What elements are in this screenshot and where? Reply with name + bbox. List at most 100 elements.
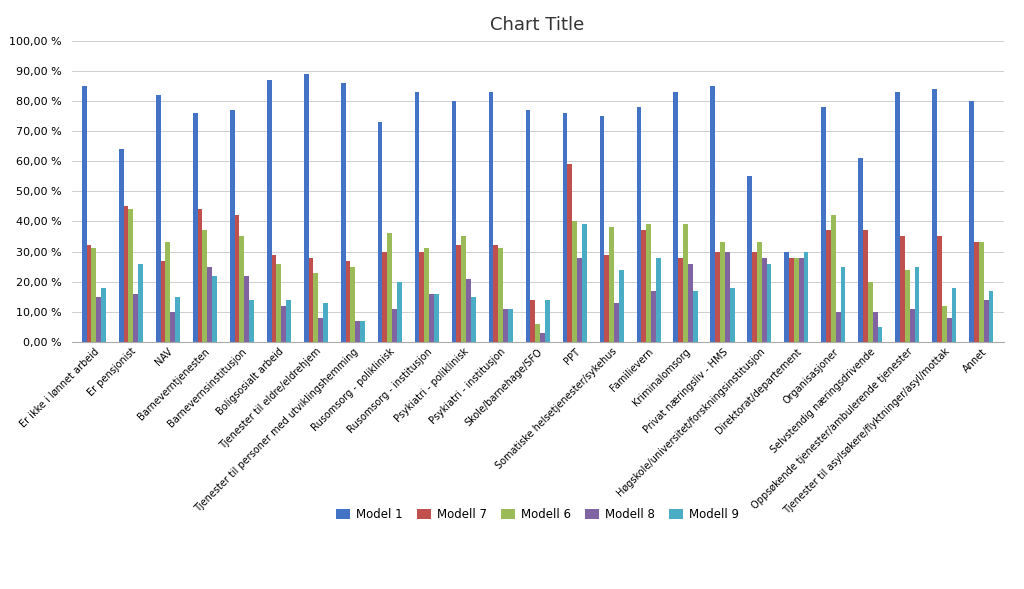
Bar xyxy=(503,309,508,342)
Bar xyxy=(614,303,618,342)
Bar xyxy=(831,216,836,342)
Bar xyxy=(266,80,271,342)
Bar xyxy=(198,210,203,342)
Bar xyxy=(826,230,831,342)
Bar xyxy=(784,252,790,342)
Bar xyxy=(562,113,567,342)
Bar xyxy=(582,224,587,342)
Bar xyxy=(203,230,207,342)
Bar xyxy=(841,266,846,342)
Bar xyxy=(156,95,161,342)
Bar xyxy=(932,90,937,342)
Bar xyxy=(909,309,914,342)
Bar xyxy=(730,287,734,342)
Bar xyxy=(133,293,138,342)
Bar xyxy=(604,254,609,342)
Bar xyxy=(988,290,993,342)
Bar xyxy=(540,333,545,342)
Bar xyxy=(207,266,212,342)
Bar xyxy=(323,303,328,342)
Bar xyxy=(304,74,308,342)
Bar xyxy=(984,300,988,342)
Bar xyxy=(821,107,826,342)
Bar xyxy=(753,252,757,342)
Bar xyxy=(577,257,582,342)
Bar xyxy=(392,309,397,342)
Bar xyxy=(748,177,753,342)
Bar xyxy=(91,249,96,342)
Bar xyxy=(599,117,604,342)
Bar xyxy=(651,290,655,342)
Bar xyxy=(82,86,87,342)
Bar xyxy=(970,101,974,342)
Bar xyxy=(536,323,540,342)
Bar xyxy=(466,279,471,342)
Bar xyxy=(508,309,513,342)
Bar xyxy=(790,257,794,342)
Bar xyxy=(878,326,883,342)
Bar xyxy=(424,249,429,342)
Bar xyxy=(799,257,804,342)
Bar xyxy=(397,282,401,342)
Bar xyxy=(757,243,762,342)
Bar xyxy=(313,273,318,342)
Bar xyxy=(119,150,124,342)
Bar xyxy=(229,110,234,342)
Bar xyxy=(271,254,276,342)
Bar xyxy=(193,113,198,342)
Bar xyxy=(711,86,716,342)
Bar xyxy=(452,101,457,342)
Bar xyxy=(900,236,905,342)
Bar xyxy=(249,300,254,342)
Bar xyxy=(683,224,688,342)
Bar xyxy=(383,252,387,342)
Bar xyxy=(530,300,536,342)
Bar xyxy=(87,246,91,342)
Bar xyxy=(863,230,868,342)
Bar xyxy=(979,243,984,342)
Bar xyxy=(415,92,420,342)
Bar xyxy=(308,257,313,342)
Bar xyxy=(101,287,105,342)
Bar xyxy=(895,92,900,342)
Bar xyxy=(276,263,282,342)
Bar xyxy=(688,263,692,342)
Bar xyxy=(128,210,133,342)
Bar xyxy=(692,290,697,342)
Bar xyxy=(914,266,920,342)
Bar xyxy=(355,320,359,342)
Bar xyxy=(499,249,503,342)
Bar xyxy=(762,257,767,342)
Bar xyxy=(282,306,286,342)
Bar xyxy=(794,257,799,342)
Bar xyxy=(244,276,249,342)
Bar xyxy=(378,123,383,342)
Bar xyxy=(716,252,720,342)
Bar xyxy=(942,306,947,342)
Bar xyxy=(836,312,841,342)
Bar xyxy=(872,312,878,342)
Bar xyxy=(429,293,434,342)
Bar xyxy=(170,312,175,342)
Bar xyxy=(494,246,499,342)
Bar xyxy=(434,293,438,342)
Bar xyxy=(905,270,909,342)
Bar xyxy=(655,257,660,342)
Bar xyxy=(572,221,577,342)
Bar xyxy=(234,216,240,342)
Bar xyxy=(341,83,345,342)
Bar xyxy=(318,317,323,342)
Legend: Model 1, Modell 7, Modell 6, Modell 8, Modell 9: Model 1, Modell 7, Modell 6, Modell 8, M… xyxy=(331,504,744,526)
Bar xyxy=(618,270,624,342)
Bar xyxy=(461,236,466,342)
Bar xyxy=(974,243,979,342)
Bar xyxy=(725,252,730,342)
Bar xyxy=(545,300,550,342)
Bar xyxy=(212,276,217,342)
Bar xyxy=(804,252,809,342)
Bar xyxy=(720,243,725,342)
Bar xyxy=(641,230,646,342)
Bar xyxy=(138,263,143,342)
Bar xyxy=(420,252,424,342)
Bar xyxy=(937,236,942,342)
